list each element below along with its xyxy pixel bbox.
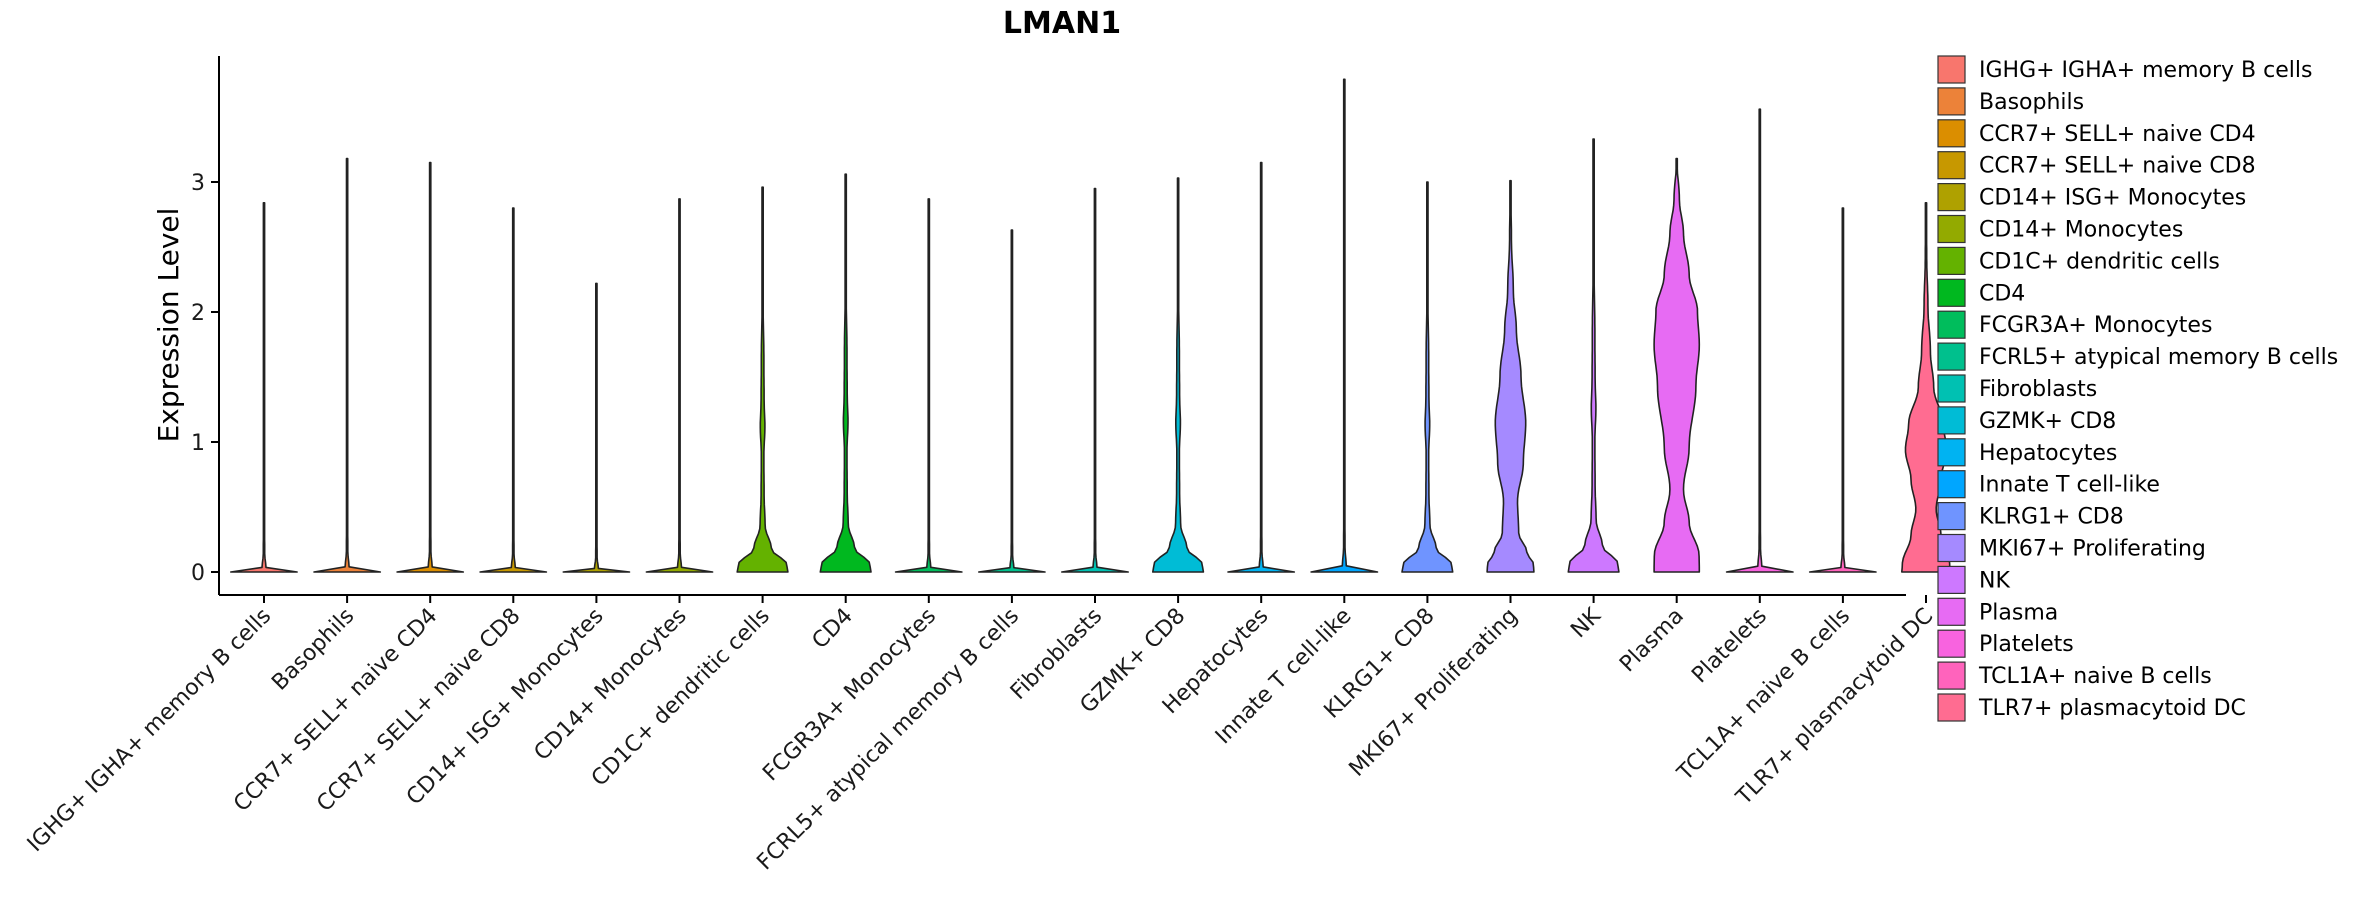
legend-label: CD14+ ISG+ Monocytes [1979, 186, 2246, 211]
legend-key [1937, 278, 1966, 307]
legend-label: NK [1979, 568, 2010, 593]
violin-fcgr3a-monocytes [894, 198, 963, 573]
violin-klrg1-cd8 [1401, 181, 1454, 573]
legend-label: Basophils [1979, 90, 2084, 115]
violin-plasma [1653, 157, 1701, 573]
chart-title: LMAN1 [1003, 6, 1121, 41]
x-tick-label: FCGR3A+ Monocytes [758, 604, 941, 787]
legend-label: FCRL5+ atypical memory B cells [1979, 345, 2338, 370]
violin-tcl1a-naive-b-cells [1808, 207, 1877, 573]
violin-plot-area [230, 78, 1951, 573]
legend-key [1937, 470, 1966, 499]
violin-cd1c-dendritic-cells [736, 186, 789, 573]
legend-key [1937, 661, 1966, 690]
legend-key [1937, 87, 1966, 116]
violin-gzmk-cd8 [1152, 177, 1205, 573]
legend-label: Platelets [1979, 632, 2074, 657]
x-tick-label: IGHG+ IGHA+ memory B cells [23, 604, 276, 857]
legend-key [1937, 406, 1966, 435]
violin-fibroblasts [1061, 187, 1129, 573]
legend-label: IGHG+ IGHA+ memory B cells [1979, 58, 2312, 83]
x-tick-label: Platelets [1687, 604, 1772, 689]
violin-mki67-proliferating [1486, 179, 1535, 573]
x-tick-labels: IGHG+ IGHA+ memory B cellsBasophilsCCR7+… [23, 603, 1938, 875]
legend-key [1937, 438, 1966, 467]
legend-key [1937, 246, 1966, 275]
legend-key [1937, 342, 1966, 371]
legend-key [1937, 533, 1966, 563]
legend-label: TLR7+ plasmacytoid DC [1978, 696, 2246, 721]
legend-key [1937, 214, 1966, 244]
legend-label: FCGR3A+ Monocytes [1979, 313, 2212, 338]
legend-label: CCR7+ SELL+ naive CD8 [1979, 154, 2256, 179]
legend-label: CCR7+ SELL+ naive CD4 [1979, 122, 2256, 147]
legend-key [1937, 151, 1966, 180]
violin-ccr7-sell-naive-cd8 [479, 207, 548, 573]
x-tick-label: MKI67+ Proliferating [1345, 604, 1523, 782]
violin-ccr7-sell-naive-cd4 [396, 161, 465, 573]
legend-label: Fibroblasts [1979, 377, 2097, 402]
y-axis-title: Expression Level [152, 208, 185, 443]
violin-cd14-isg-monocytes [562, 282, 631, 573]
legend-key [1937, 310, 1966, 339]
legend-label: GZMK+ CD8 [1979, 409, 2116, 434]
x-axis [219, 594, 1927, 603]
legend-label: CD1C+ dendritic cells [1979, 249, 2220, 274]
violin-cd4 [819, 173, 872, 573]
x-tick-label: CD14+ Monocytes [530, 604, 692, 766]
violin-hepatocytes [1227, 161, 1296, 573]
legend-key [1937, 565, 1966, 595]
violin-platelets [1725, 108, 1794, 573]
y-tick-label: 1 [191, 431, 205, 456]
legend-key [1937, 55, 1966, 84]
legend-label: CD14+ Monocytes [1979, 218, 2183, 243]
legend-label: CD4 [1979, 281, 2025, 306]
legend-label: TCL1A+ naive B cells [1978, 664, 2212, 689]
y-tick-label: 0 [191, 561, 205, 586]
legend-key [1937, 119, 1966, 148]
y-tick-label: 3 [191, 171, 205, 196]
y-tick-label: 2 [191, 301, 205, 326]
legend-label: Innate T cell-like [1979, 473, 2160, 498]
legend-label: MKI67+ Proliferating [1979, 537, 2206, 562]
legend-label: Plasma [1979, 600, 2058, 625]
violin-basophils [313, 157, 382, 573]
violin-ighg-igha-memory-b-cells [230, 202, 298, 573]
legend: IGHG+ IGHA+ memory B cells Basophils CCR7+… [1937, 55, 2338, 722]
legend-key [1937, 374, 1966, 403]
violin-cd14-monocytes [645, 198, 714, 573]
legend-key [1937, 693, 1966, 722]
y-axis: 0 1 2 3 [191, 56, 220, 595]
x-tick-label: CD4 [808, 604, 858, 654]
legend-key [1937, 597, 1966, 626]
violin-innate-t-cell-like [1310, 78, 1379, 573]
legend-label: Hepatocytes [1979, 441, 2117, 466]
violin-fcrl5-atypical-memory-b-cells [978, 229, 1046, 573]
x-tick-label: NK [1566, 603, 1606, 643]
legend-key [1937, 502, 1966, 531]
legend-key [1937, 629, 1966, 658]
violin-nk [1567, 138, 1620, 573]
legend-label: KLRG1+ CD8 [1979, 505, 2124, 530]
legend-key [1937, 183, 1966, 212]
x-tick-label: Plasma [1615, 604, 1689, 678]
